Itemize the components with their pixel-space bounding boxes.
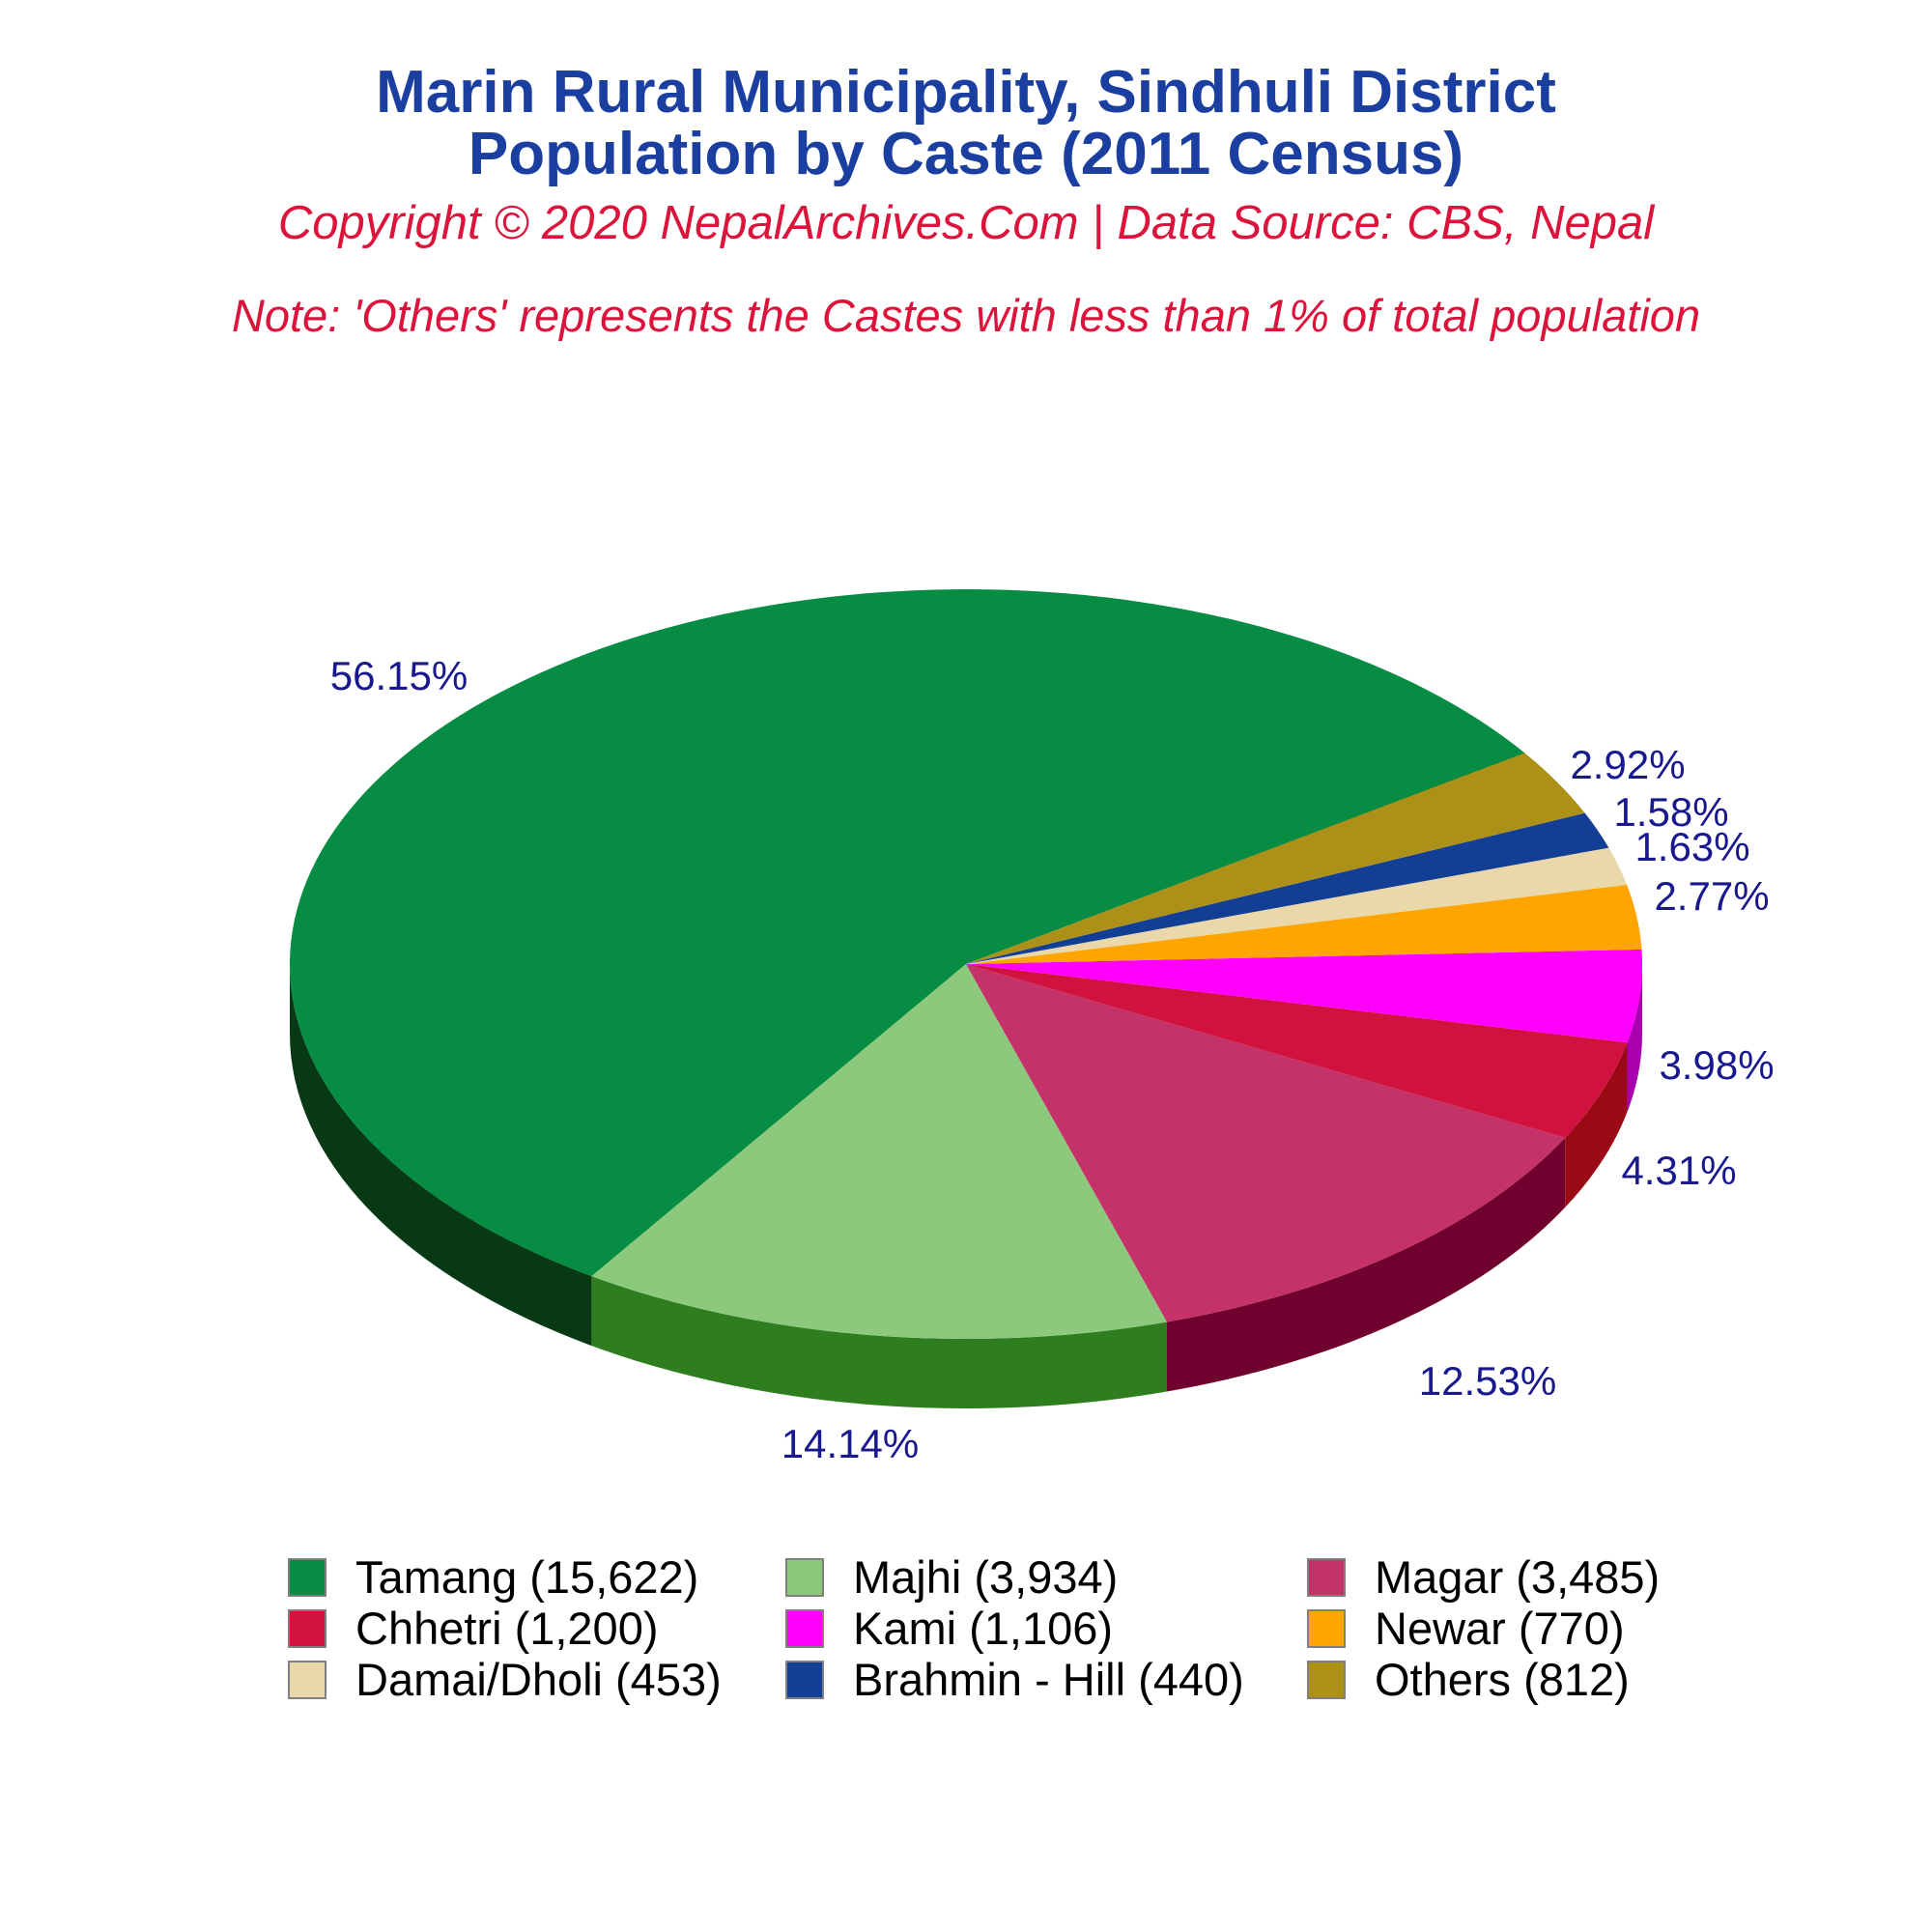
percent-label-kami: 3.98% bbox=[1659, 1042, 1775, 1088]
pie-slice-side-kami bbox=[1627, 964, 1642, 1113]
percent-label-others: 2.92% bbox=[1570, 742, 1686, 787]
legend-label-kami: Kami (1,106) bbox=[853, 1603, 1114, 1654]
pie-slice-magar bbox=[966, 964, 1566, 1322]
legend-swatch-brahmin-hill bbox=[785, 1661, 824, 1699]
pie-slice-chhetri bbox=[966, 964, 1628, 1138]
percent-label-majhi: 14.14% bbox=[781, 1421, 920, 1466]
percent-label-brahmin-hill: 1.58% bbox=[1613, 789, 1729, 835]
legend-label-majhi: Majhi (3,934) bbox=[853, 1551, 1119, 1603]
legend-item-brahmin-hill: Brahmin - Hill (440) bbox=[785, 1654, 1244, 1705]
legend-item-newar: Newar (770) bbox=[1307, 1603, 1625, 1654]
legend-swatch-chhetri bbox=[288, 1609, 327, 1648]
legend-label-tamang: Tamang (15,622) bbox=[355, 1551, 699, 1603]
chart-title: Marin Rural Municipality, Sindhuli Distr… bbox=[0, 62, 1932, 185]
legend-swatch-tamang bbox=[288, 1558, 327, 1597]
legend-swatch-newar bbox=[1307, 1609, 1346, 1648]
legend-item-majhi: Majhi (3,934) bbox=[785, 1551, 1119, 1603]
pie-slice-side-tamang bbox=[290, 964, 592, 1347]
percent-label-magar: 12.53% bbox=[1418, 1358, 1557, 1404]
legend-label-damai-dholi: Damai/Dholi (453) bbox=[355, 1654, 722, 1705]
legend-swatch-magar bbox=[1307, 1558, 1346, 1597]
legend-item-tamang: Tamang (15,622) bbox=[288, 1551, 699, 1603]
pie-slice-damai-dholi bbox=[966, 847, 1628, 964]
pie-slice-brahmin-hill bbox=[966, 812, 1609, 964]
legend-label-others: Others (812) bbox=[1375, 1654, 1630, 1705]
pie-slice-majhi bbox=[591, 964, 1167, 1340]
legend-item-damai-dholi: Damai/Dholi (453) bbox=[288, 1654, 722, 1705]
legend-swatch-majhi bbox=[785, 1558, 824, 1597]
pie-slice-tamang bbox=[289, 589, 1525, 1277]
pie-slice-kami bbox=[966, 949, 1643, 1043]
legend-item-kami: Kami (1,106) bbox=[785, 1603, 1114, 1654]
legend-label-newar: Newar (770) bbox=[1375, 1603, 1625, 1654]
legend-item-others: Others (812) bbox=[1307, 1654, 1630, 1705]
percent-label-newar: 2.77% bbox=[1654, 873, 1770, 919]
pie-slice-side-chhetri bbox=[1565, 1042, 1628, 1208]
chart-title-line1: Marin Rural Municipality, Sindhuli Distr… bbox=[376, 59, 1556, 126]
legend-label-brahmin-hill: Brahmin - Hill (440) bbox=[853, 1654, 1244, 1705]
legend-label-chhetri: Chhetri (1,200) bbox=[355, 1603, 659, 1654]
legend-item-chhetri: Chhetri (1,200) bbox=[288, 1603, 659, 1654]
pie-slice-others bbox=[966, 753, 1585, 964]
legend-swatch-damai-dholi bbox=[288, 1661, 327, 1699]
pie-slice-newar bbox=[966, 884, 1642, 964]
pie-slice-side-majhi bbox=[591, 1276, 1167, 1409]
legend-label-magar: Magar (3,485) bbox=[1375, 1551, 1661, 1603]
copyright-line: Copyright © 2020 NepalArchives.Com | Dat… bbox=[277, 197, 1655, 249]
percent-label-chhetri: 4.31% bbox=[1621, 1148, 1737, 1193]
percent-label-tamang: 56.15% bbox=[329, 653, 469, 698]
chart-title-line2: Population by Caste (2011 Census) bbox=[468, 121, 1464, 187]
percent-label-damai-dholi: 1.63% bbox=[1634, 824, 1750, 869]
legend-swatch-kami bbox=[785, 1609, 824, 1648]
legend-item-magar: Magar (3,485) bbox=[1307, 1551, 1661, 1603]
note-line: Note: 'Others' represents the Castes wit… bbox=[231, 290, 1701, 341]
legend-swatch-others bbox=[1307, 1661, 1346, 1699]
pie-slice-side-magar bbox=[1166, 1137, 1566, 1392]
